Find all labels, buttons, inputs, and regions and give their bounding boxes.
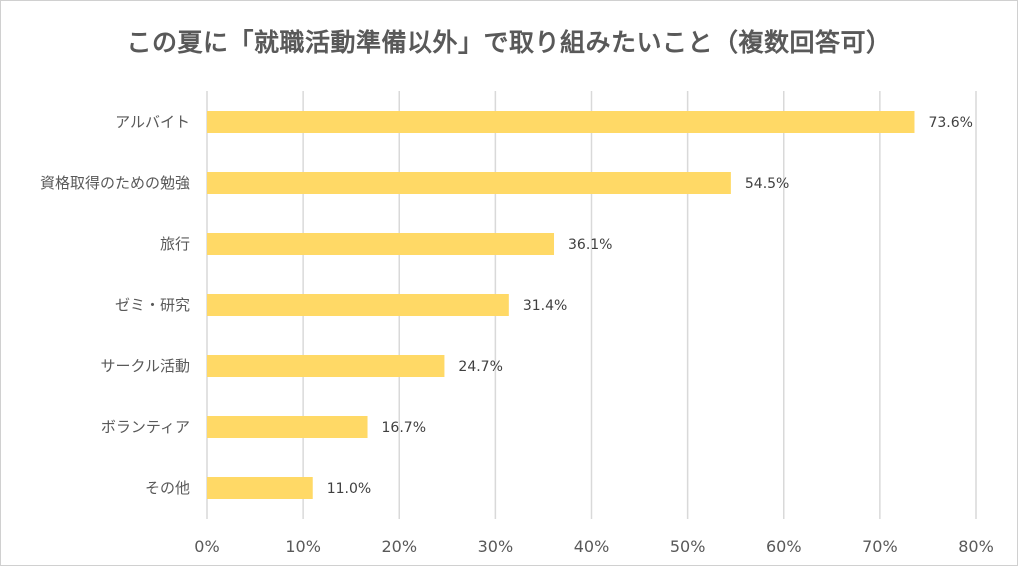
bar <box>207 172 731 194</box>
category-label: ボランティア <box>101 418 190 436</box>
bar <box>207 477 313 499</box>
data-label: 54.5% <box>745 176 789 192</box>
bar <box>207 416 368 438</box>
x-tick-label: 60% <box>766 537 802 556</box>
category-label: 資格取得のための勉強 <box>40 174 190 192</box>
data-label: 73.6% <box>928 115 972 131</box>
x-tick-label: 70% <box>862 537 898 556</box>
bar <box>207 294 509 316</box>
category-label: ゼミ・研究 <box>115 296 190 314</box>
data-label: 31.4% <box>523 298 567 314</box>
category-label: アルバイト <box>115 113 190 131</box>
x-tick-label: 0% <box>194 537 219 556</box>
category-label: その他 <box>145 479 190 497</box>
x-tick-label: 50% <box>670 537 706 556</box>
x-tick-label: 20% <box>381 537 417 556</box>
x-tick-label: 80% <box>958 537 994 556</box>
chart-title: この夏に「就職活動準備以外」で取り組みたいこと（複数回答可） <box>126 28 892 57</box>
bar <box>207 355 445 377</box>
bar <box>207 111 915 133</box>
x-tick-label: 10% <box>285 537 321 556</box>
data-label: 16.7% <box>382 420 426 436</box>
data-label: 11.0% <box>327 481 371 497</box>
data-label: 24.7% <box>458 359 502 375</box>
bar <box>207 233 555 255</box>
x-tick-label: 40% <box>574 537 610 556</box>
x-tick-label: 30% <box>478 537 514 556</box>
category-label: サークル活動 <box>100 357 190 375</box>
category-label: 旅行 <box>160 235 190 253</box>
data-label: 36.1% <box>568 237 612 253</box>
